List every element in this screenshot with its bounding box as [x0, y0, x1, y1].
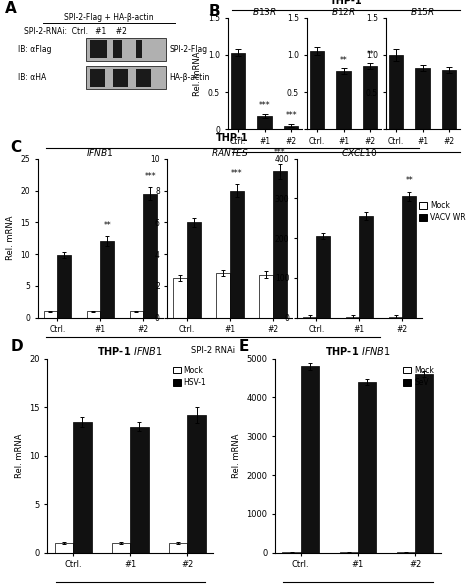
Bar [169, 543, 188, 553]
Bar [442, 70, 456, 129]
Bar [402, 196, 416, 318]
Bar [301, 366, 319, 553]
Text: SPI-2-Flag + HA-β-actin: SPI-2-Flag + HA-β-actin [64, 13, 154, 22]
FancyBboxPatch shape [90, 40, 107, 58]
Bar [100, 241, 114, 318]
Bar [55, 543, 73, 553]
Text: B: B [209, 4, 220, 19]
Legend: Mock, VACV WR: Mock, VACV WR [416, 198, 469, 225]
FancyBboxPatch shape [136, 40, 142, 58]
FancyBboxPatch shape [90, 69, 105, 87]
Bar [273, 172, 287, 318]
Title: $\it{B15R}$: $\it{B15R}$ [410, 6, 435, 17]
Bar [230, 191, 244, 318]
Title: $\it{IFNB1}$: $\it{IFNB1}$ [86, 147, 114, 158]
Text: ***: *** [274, 148, 285, 157]
Text: THP-1: THP-1 [330, 0, 362, 6]
Title: $\it{B13R}$: $\it{B13R}$ [252, 6, 277, 17]
Bar [112, 543, 130, 553]
Text: ***: *** [259, 101, 271, 110]
Bar [415, 374, 433, 553]
Y-axis label: Rel. mRNA: Rel. mRNA [15, 433, 24, 478]
Text: D: D [11, 339, 24, 355]
Bar [284, 126, 299, 129]
FancyBboxPatch shape [136, 69, 151, 87]
Bar [303, 317, 317, 318]
Bar [358, 382, 376, 553]
Bar [317, 236, 330, 318]
Text: HA-β-actin: HA-β-actin [170, 74, 210, 82]
Text: E: E [238, 339, 249, 355]
Title: THP-1 $\it{IFNB1}$: THP-1 $\it{IFNB1}$ [97, 345, 164, 356]
Bar [257, 116, 272, 129]
Y-axis label: Rel. mRNA: Rel. mRNA [6, 216, 15, 260]
Text: A: A [5, 1, 17, 16]
Bar [130, 427, 149, 553]
Title: $\it{B12R}$: $\it{B12R}$ [331, 6, 356, 17]
Text: **: ** [103, 221, 111, 230]
Text: **: ** [366, 51, 374, 59]
Bar [310, 51, 325, 129]
Bar [231, 53, 246, 129]
FancyBboxPatch shape [113, 69, 128, 87]
Bar [129, 311, 143, 318]
Text: ***: *** [285, 111, 297, 121]
Bar [57, 255, 71, 318]
Text: IB: αHA: IB: αHA [18, 74, 46, 82]
Title: $\it{RANTES}$: $\it{RANTES}$ [211, 147, 249, 158]
Bar [87, 311, 100, 318]
FancyBboxPatch shape [113, 40, 122, 58]
Bar [259, 275, 273, 318]
Text: THP-1: THP-1 [216, 133, 248, 143]
Bar [359, 216, 373, 318]
Y-axis label: Rel. mRNA: Rel. mRNA [232, 433, 241, 478]
Text: C: C [11, 140, 22, 155]
Text: ***: *** [145, 172, 156, 181]
Bar [173, 278, 187, 318]
Bar [44, 311, 57, 318]
Text: ***: *** [231, 169, 243, 178]
Bar [216, 273, 230, 318]
FancyBboxPatch shape [86, 38, 166, 61]
FancyBboxPatch shape [86, 66, 166, 89]
Text: **: ** [405, 176, 413, 185]
Bar [389, 55, 403, 129]
Legend: Mock, HSV-1: Mock, HSV-1 [170, 362, 210, 390]
Bar [337, 71, 351, 129]
Bar [187, 222, 201, 318]
Title: THP-1 $\it{IFNB1}$: THP-1 $\it{IFNB1}$ [325, 345, 391, 356]
Bar [415, 68, 430, 129]
Bar [346, 317, 359, 318]
Title: $\it{CXCL10}$: $\it{CXCL10}$ [341, 147, 378, 158]
Legend: Mock, SeV: Mock, SeV [401, 362, 437, 390]
Text: SPI-2-RNAi:  Ctrl.   #1    #2: SPI-2-RNAi: Ctrl. #1 #2 [24, 27, 127, 36]
Text: **: ** [340, 55, 347, 65]
Text: SPI-2-Flag: SPI-2-Flag [170, 45, 208, 54]
Text: SPI-2 RNAi: SPI-2 RNAi [191, 346, 235, 355]
Bar [188, 415, 206, 553]
Bar [143, 193, 157, 318]
Text: SPI-2 RNAi: SPI-2 RNAi [324, 161, 368, 170]
Text: IB: αFlag: IB: αFlag [18, 45, 52, 54]
Bar [389, 316, 402, 318]
Bar [73, 422, 91, 553]
Y-axis label: Rel. mRNA: Rel. mRNA [193, 51, 202, 96]
Bar [363, 66, 377, 129]
